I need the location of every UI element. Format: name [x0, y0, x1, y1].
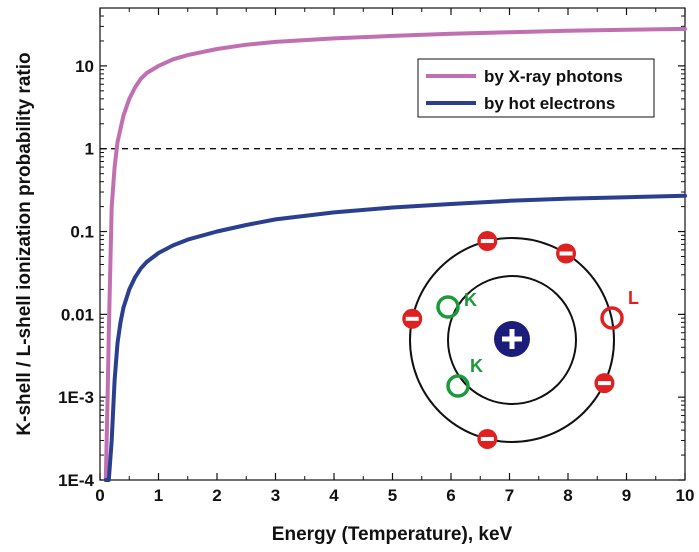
electron-minus-sign — [559, 251, 573, 256]
x-tick-label: 7 — [505, 486, 514, 505]
outer-shell-l — [409, 237, 615, 443]
y-tick-label: 10 — [75, 57, 94, 76]
x-tick-label: 9 — [622, 486, 631, 505]
electron-minus-sign — [597, 381, 611, 386]
atom-diagram: K K L — [402, 231, 639, 449]
x-axis-ticks: 0 1 2 3 4 5 6 7 8 9 10 — [95, 8, 694, 505]
k-vacancy-upper — [436, 295, 460, 319]
x-tick-label: 10 — [676, 486, 695, 505]
x-tick-label: 5 — [388, 486, 397, 505]
series-line-0 — [103, 26, 687, 482]
x-tick-label: 2 — [212, 486, 221, 505]
k-label-upper: K — [464, 290, 477, 310]
l-label: L — [628, 288, 639, 308]
x-tick-label: 4 — [329, 486, 339, 505]
l-vacancy — [600, 306, 624, 330]
electron-minus-sign — [405, 316, 419, 321]
k-vacancy-lower — [446, 374, 470, 398]
y-axis-ticks: 1E-4 1E-3 0.01 0.1 1 10 — [58, 7, 685, 490]
x-tick-label: 1 — [154, 486, 163, 505]
legend: by X-ray photons by hot electrons — [417, 58, 655, 118]
x-tick-label: 6 — [446, 486, 455, 505]
y-tick-label: 1E-4 — [58, 471, 94, 490]
x-tick-label: 3 — [271, 486, 280, 505]
y-tick-label: 1 — [85, 140, 94, 159]
electrons — [402, 231, 615, 449]
legend-box — [417, 58, 655, 118]
x-axis-title: Energy (Temperature), keV — [272, 524, 513, 545]
y-tick-label: 1E-3 — [58, 388, 94, 407]
nucleus-plus-vertical — [509, 329, 515, 349]
series-layer — [103, 26, 687, 482]
series-line-1 — [103, 193, 687, 482]
electron-minus-sign — [480, 436, 494, 441]
x-tick-label: 0 — [95, 486, 104, 505]
x-tick-label: 8 — [563, 486, 572, 505]
legend-label-xray: by X-ray photons — [484, 67, 623, 86]
electron-minus-sign — [480, 239, 494, 244]
y-tick-label: 0.01 — [61, 305, 94, 324]
inner-shell-k — [447, 275, 577, 405]
y-axis-title: K-shell / L-shell ionization probability… — [14, 52, 35, 435]
legend-label-electrons: by hot electrons — [484, 94, 615, 113]
y-tick-label: 0.1 — [70, 223, 94, 242]
k-label-lower: K — [470, 356, 483, 376]
